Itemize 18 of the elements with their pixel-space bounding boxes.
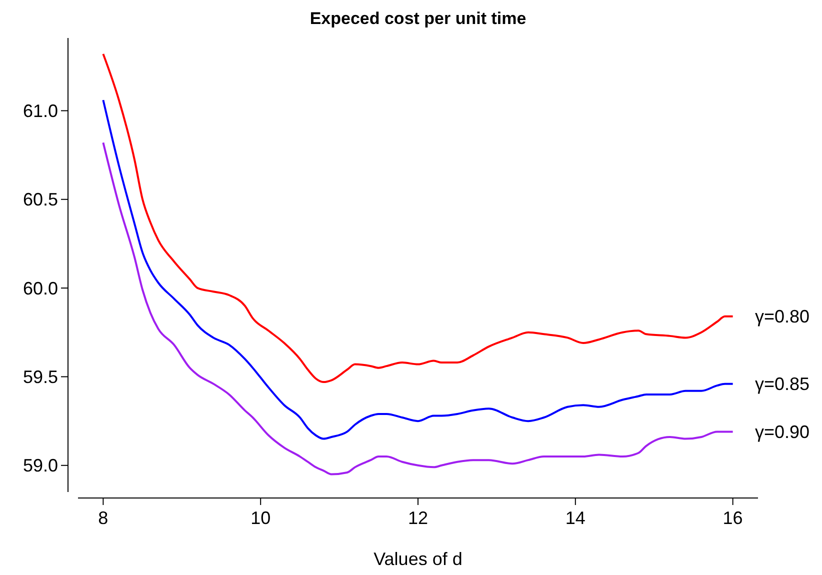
y-tick-label: 59.5	[22, 367, 58, 388]
y-tick-label: 60.5	[22, 190, 58, 210]
line-series	[102, 99, 734, 440]
x-tick-label: 10	[250, 508, 271, 528]
line-series	[102, 142, 734, 476]
x-tick-label: 8	[98, 508, 108, 528]
chart-title: Expeced cost per unit time	[310, 9, 526, 28]
x-tick-label: 12	[408, 508, 428, 528]
line-series	[102, 52, 734, 384]
x-axis-title: Values of d	[374, 549, 462, 569]
x-tick-label: 14	[565, 508, 586, 528]
series-label: γ=0.90	[755, 422, 810, 442]
y-tick-label: 60.0	[22, 278, 58, 298]
y-tick-label: 59.0	[22, 456, 58, 476]
x-tick-label: 16	[722, 508, 743, 528]
series-label: γ=0.80	[755, 306, 810, 327]
series-label: γ=0.85	[755, 374, 810, 394]
y-tick-label: 61.0	[22, 101, 58, 122]
